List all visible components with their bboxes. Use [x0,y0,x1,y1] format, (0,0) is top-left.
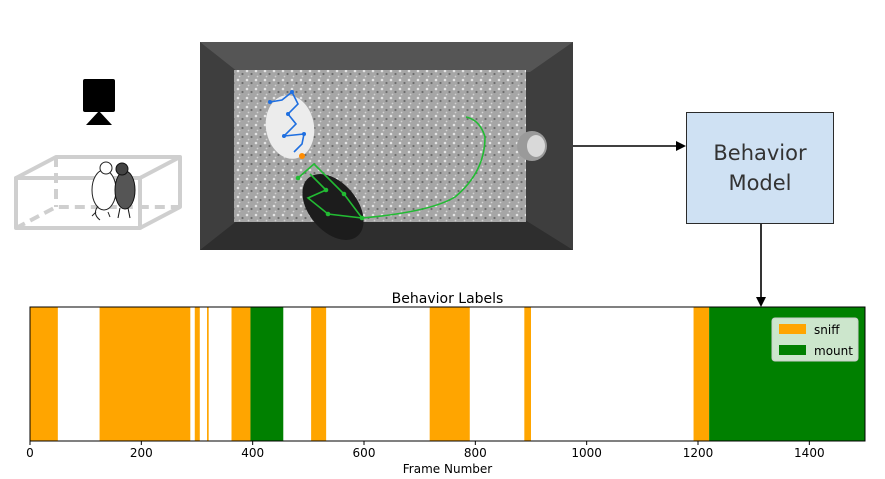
label-segment-sniff [231,307,251,441]
x-tick-label: 800 [464,446,487,460]
mouse-arena-photo [200,42,573,250]
x-tick-label: 0 [26,446,34,460]
white-mouse-icon [91,161,117,221]
legend-label-sniff: sniff [814,323,840,337]
label-segment-sniff [99,307,191,441]
label-segment-sniff [693,307,710,441]
label-segment-mount [250,307,284,441]
plot-frame [29,306,866,442]
legend-swatch-mount [779,345,806,355]
x-tick-label: 600 [353,446,376,460]
legend-swatch-sniff [779,324,806,334]
x-tick-label: 1000 [571,446,602,460]
x-tick-label: 200 [130,446,153,460]
x-tick-label: 400 [241,446,264,460]
behavior-labels-chart: 0 200 400 600 800 1000 1200 1400 Behavior Labels… [26,291,866,476]
x-axis-label: Frame Number [403,462,492,476]
x-tick-label: 1400 [794,446,825,460]
label-segment-sniff [207,307,209,441]
label-segment-sniff [30,307,58,441]
mouse-cage-illustration [14,155,182,230]
camera-icon [83,79,115,125]
x-tick-label: 1200 [683,446,714,460]
label-segment-sniff [194,307,200,441]
label-segment-sniff [524,307,531,441]
black-mouse-icon [114,162,136,219]
photo-to-model-arrowhead [676,141,686,151]
behavior-model-box: Behavior Model [686,112,834,224]
label-segment-sniff [429,307,470,441]
behavior-model-label: Behavior Model [713,141,807,195]
legend-label-mount: mount [814,344,853,358]
label-segment-sniff [311,307,327,441]
chart-title: Behavior Labels [392,291,504,307]
